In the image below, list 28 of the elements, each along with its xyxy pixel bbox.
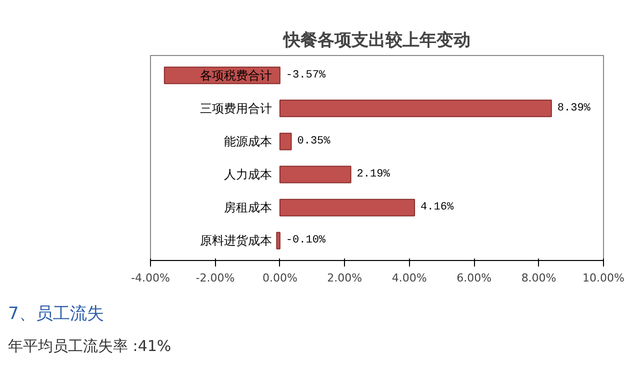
y-tick-label: 房租成本 <box>224 200 272 215</box>
bar <box>279 166 352 184</box>
x-tick-label: 10.00% <box>582 272 624 284</box>
bar <box>279 132 292 150</box>
text: 7、员工流失 <box>8 303 104 326</box>
text: 年平均员工流失率 :41% <box>8 336 172 358</box>
x-tick-label: 8.00% <box>521 272 556 284</box>
data-label: -3.57% <box>286 69 326 82</box>
x-tick-label: -2.00% <box>196 272 235 284</box>
y-tick-label: 能源成本 <box>224 134 272 148</box>
y-tick-label: 三项费用合计 <box>200 101 272 116</box>
y-tick-label: 原料进货成本 <box>200 234 272 248</box>
x-tick-label: 0.00% <box>262 272 298 284</box>
bar <box>279 198 416 216</box>
data-label: -0.10% <box>286 234 326 247</box>
x-tick-label: 2.00% <box>327 272 362 284</box>
y-tick-label: 各项税费合计 <box>200 68 272 82</box>
bar <box>276 232 280 250</box>
y-tick-label: 人力成本 <box>224 168 272 182</box>
x-tick-label: 6.00% <box>456 272 492 284</box>
x-tick-label: 4.00% <box>392 272 427 284</box>
bar <box>279 100 552 118</box>
chart-title: 快餐各项支出较上年变动 <box>282 30 470 50</box>
data-label: 2.19% <box>356 168 390 181</box>
data-label: 8.39% <box>557 102 591 114</box>
data-label: 0.35% <box>297 135 331 148</box>
x-tick-label: -4.00% <box>131 272 170 284</box>
data-label: 4.16% <box>420 202 454 214</box>
